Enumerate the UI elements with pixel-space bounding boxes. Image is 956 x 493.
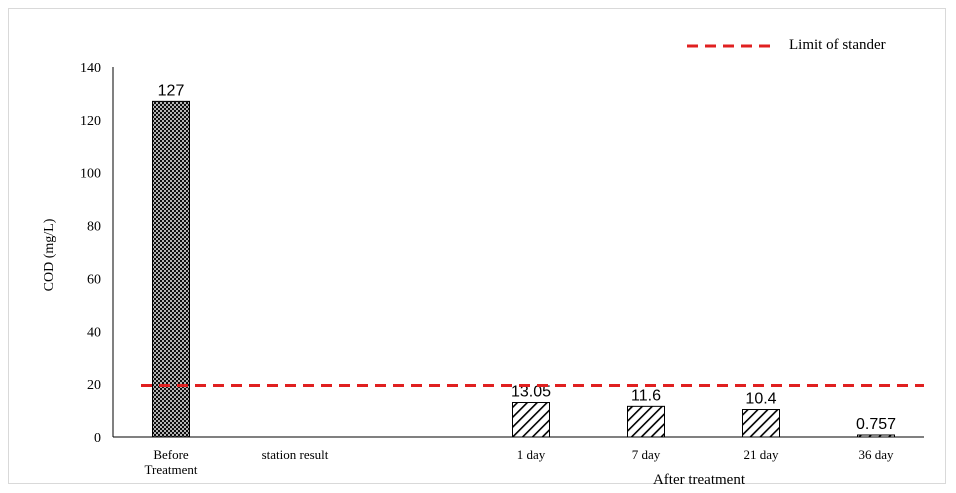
x-tick-labels: Before Treatment station result 1 day 7 day 2…	[145, 447, 894, 477]
bar-value-label: 11.6	[631, 387, 661, 404]
y-tick-label: 20	[87, 378, 101, 393]
bar-value-label: 10.4	[745, 391, 776, 408]
y-axis-title: COD (mg/L)	[42, 218, 57, 291]
chart-frame: 0 20 40 60 80 100 120 140 127 13.05 11.6 10.4 0.757…	[8, 8, 946, 485]
axes	[112, 67, 924, 438]
y-tick-label: 120	[80, 114, 101, 129]
bar-value-label: 127	[158, 82, 185, 99]
x-tick-label: 36 day	[858, 447, 894, 462]
bar	[742, 409, 780, 438]
y-tick-label: 140	[80, 61, 101, 76]
y-tick-label: 40	[87, 325, 101, 340]
y-tick-label: 80	[87, 220, 101, 235]
bar-labels: 127 13.05 11.6 10.4 0.757	[158, 82, 896, 433]
legend: Limit of stander	[687, 37, 886, 53]
legend-label: Limit of stander	[789, 37, 886, 53]
bar-value-label: 0.757	[856, 416, 896, 433]
bar-chart: 0 20 40 60 80 100 120 140 127 13.05 11.6 10.4 0.757…	[42, 37, 924, 485]
y-tick-label: 0	[94, 431, 101, 446]
bar	[627, 405, 665, 438]
y-tick-label: 60	[87, 272, 101, 287]
y-tick-label: 100	[80, 167, 101, 182]
bar-value-label: 13.05	[511, 384, 551, 401]
x-tick-label: station result	[262, 447, 329, 462]
x-tick-label: 21 day	[743, 447, 779, 462]
x-axis-title: After treatment	[653, 472, 746, 485]
y-ticks: 0 20 40 60 80 100 120 140	[80, 61, 101, 446]
x-tick-label: Before Treatment	[145, 447, 198, 477]
bars	[152, 100, 895, 438]
bar	[512, 402, 550, 438]
x-tick-label: 1 day	[517, 447, 546, 462]
x-tick-label: 7 day	[632, 447, 661, 462]
bar	[857, 434, 895, 438]
bar	[152, 100, 190, 438]
